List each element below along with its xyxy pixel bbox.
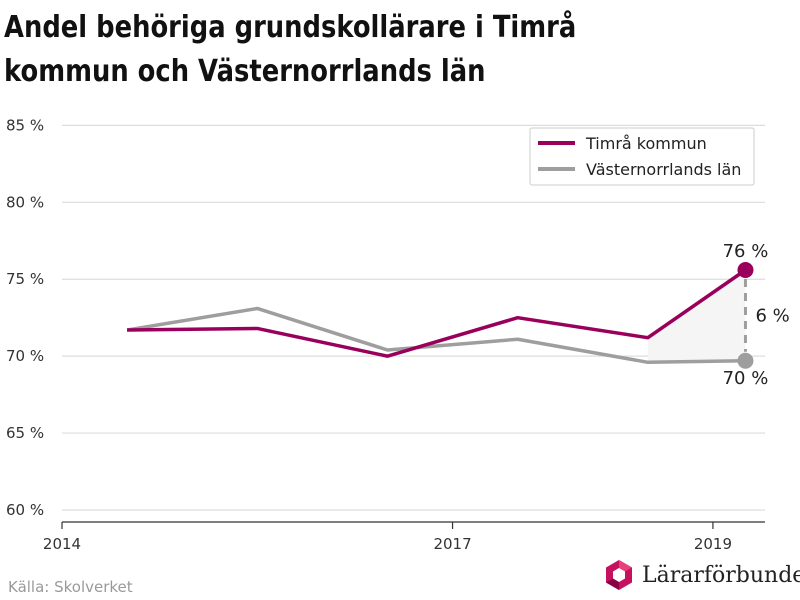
legend: Timrå kommun Västernorrlands län xyxy=(529,127,755,186)
difference-label: 6 % xyxy=(755,305,789,326)
y-axis-ticks: 60 % 65 % 70 % 75 % 80 % 85 % xyxy=(6,116,44,519)
source-note: Källa: Skolverket xyxy=(8,578,133,596)
legend-box xyxy=(529,127,755,186)
x-tick-label: 2019 xyxy=(694,535,732,553)
legend-label: Västernorrlands län xyxy=(586,160,741,179)
x-tick-label: 2017 xyxy=(433,535,471,553)
end-label-timra: 76 % xyxy=(723,241,769,262)
y-tick-label: 75 % xyxy=(6,270,44,288)
end-point-timra xyxy=(737,262,754,278)
series-line-vasternorrland xyxy=(126,306,746,365)
brand-name: Lärarförbundet xyxy=(642,562,800,588)
end-label-vasternorrland: 70 % xyxy=(723,368,769,389)
end-annotations: 76 % 70 % 6 % xyxy=(723,241,790,389)
difference-area xyxy=(647,270,746,363)
y-tick-label: 80 % xyxy=(6,193,44,211)
y-tick-label: 60 % xyxy=(6,501,44,519)
series-line-timra xyxy=(127,268,747,358)
series-lines xyxy=(126,268,747,365)
brand: Lärarförbundet xyxy=(602,558,800,592)
end-point-vasternorrland xyxy=(737,352,754,369)
x-axis: 2014 2017 2019 xyxy=(43,521,765,553)
legend-label: Timrå kommun xyxy=(585,134,707,153)
y-tick-label: 70 % xyxy=(6,347,44,365)
lararforbundet-logo-icon xyxy=(606,560,632,590)
x-tick-label: 2014 xyxy=(43,535,81,553)
chart-title: Andel behöriga grundskollärare i Timrå k… xyxy=(4,10,577,89)
y-tick-label: 85 % xyxy=(6,116,44,134)
y-tick-label: 65 % xyxy=(6,424,44,442)
